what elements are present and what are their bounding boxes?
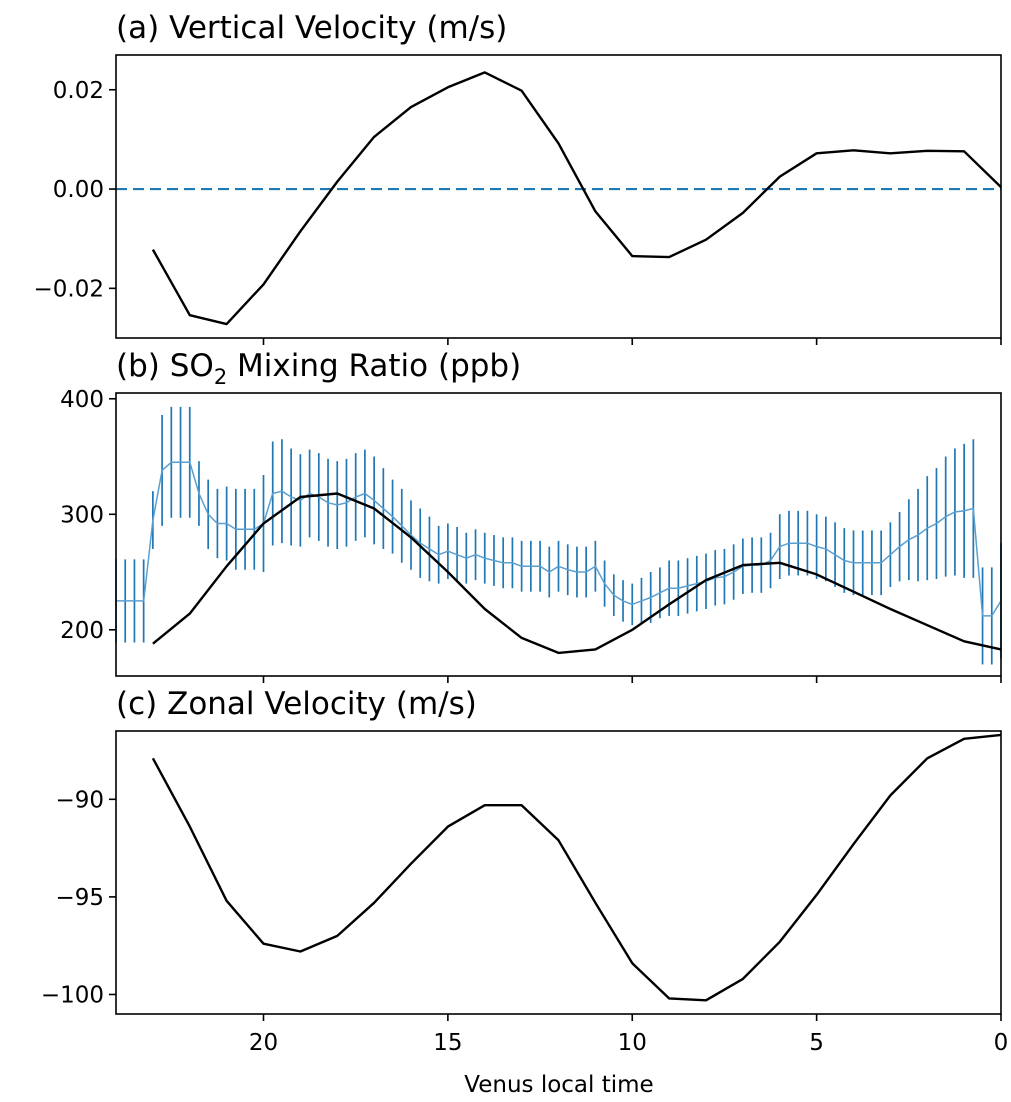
x-tick-label: 0 bbox=[994, 1030, 1009, 1056]
panel-c-plot: −90 −95 −100 20 15 10 5 0 bbox=[41, 733, 1009, 1056]
panel-b-ytick-label: 200 bbox=[60, 618, 104, 644]
panel-a-ytick-label: −0.02 bbox=[34, 276, 104, 302]
panel-a-frame bbox=[115, 54, 1002, 339]
panel-c-title: (c) Zonal Velocity (m/s) bbox=[116, 686, 477, 722]
panel-c-model-line bbox=[151, 733, 1002, 1002]
panel-b-title: (b) SO2 Mixing Ratio (ppb) bbox=[116, 348, 521, 389]
panel-a-plot: 0.02 0.00 −0.02 bbox=[34, 71, 1002, 345]
x-tick-label: 20 bbox=[249, 1030, 278, 1056]
x-tick-label: 5 bbox=[809, 1030, 824, 1056]
panel-a-ytick-label: 0.00 bbox=[53, 177, 104, 203]
x-tick-label: 15 bbox=[433, 1030, 462, 1056]
panel-b-plot: 400 300 200 bbox=[60, 387, 1002, 683]
x-axis-label: Venus local time bbox=[464, 1072, 653, 1098]
x-tick-label: 10 bbox=[618, 1030, 647, 1056]
panel-b-model-line bbox=[152, 492, 1002, 655]
so2-observations bbox=[115, 406, 1002, 665]
panel-b-ytick-label: 300 bbox=[60, 502, 104, 528]
panel-c-ytick-label: −90 bbox=[55, 787, 104, 813]
panel-a-ytick-label: 0.02 bbox=[53, 78, 104, 104]
panel-c-ytick-label: −95 bbox=[55, 885, 104, 911]
panel-c: (c) Zonal Velocity (m/s) −90 −95 −100 20 15 1… bbox=[41, 686, 1008, 1056]
panel-a-model-line bbox=[151, 71, 1002, 326]
panel-a-title: (a) Vertical Velocity (m/s) bbox=[116, 10, 507, 46]
panel-b: (b) SO2 Mixing Ratio (ppb) 400 300 200 bbox=[60, 348, 1002, 683]
panel-b-ytick-label: 400 bbox=[60, 387, 104, 413]
panel-c-ytick-label: −100 bbox=[41, 982, 104, 1008]
panel-a: (a) Vertical Velocity (m/s) 0.02 0.00 −0.0… bbox=[34, 10, 1002, 345]
panel-b-frame bbox=[115, 392, 1002, 677]
panel-c-frame bbox=[115, 730, 1002, 1015]
